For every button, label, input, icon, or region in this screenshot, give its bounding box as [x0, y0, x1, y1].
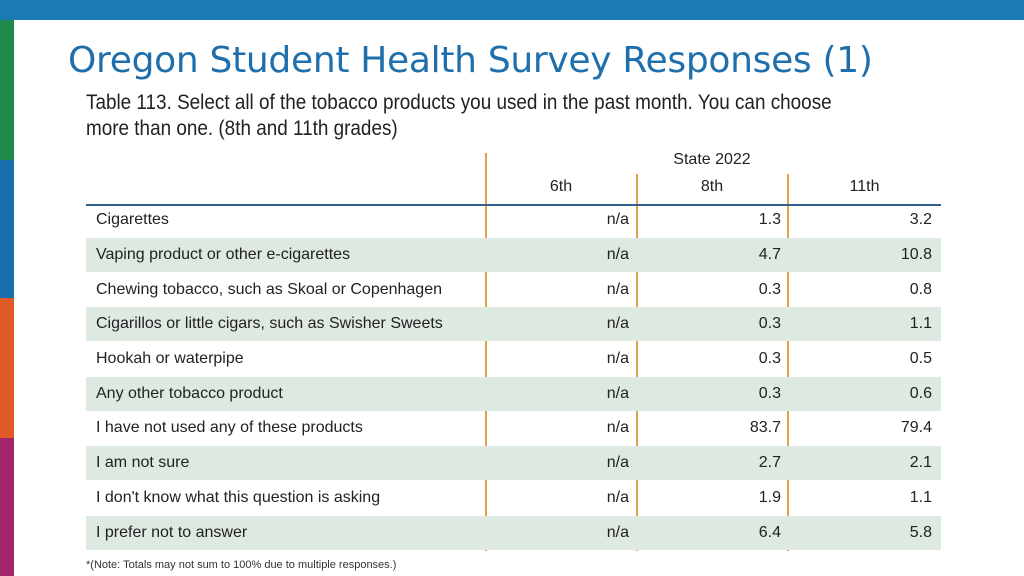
column-rule-1	[485, 153, 487, 551]
row-label: Chewing tobacco, such as Skoal or Copenh…	[96, 281, 442, 298]
table-footnote: *(Note: Totals may not sum to 100% due t…	[86, 559, 397, 571]
cell-8th: 0.3	[758, 281, 781, 298]
cell-6th: n/a	[606, 419, 629, 436]
cell-6th: n/a	[606, 454, 629, 471]
cell-8th: 0.3	[758, 350, 781, 367]
cell-6th: n/a	[606, 385, 629, 402]
cell-8th: 4.7	[758, 246, 781, 263]
cell-8th: 2.7	[758, 454, 781, 471]
top-accent-bar	[0, 0, 1024, 20]
table-row: I don't know what this question is askin…	[86, 481, 941, 515]
cell-11th: 0.6	[909, 385, 932, 402]
cell-8th: 0.3	[758, 315, 781, 332]
column-header-6th: 6th	[549, 178, 573, 195]
cell-6th: n/a	[606, 489, 629, 506]
table-row: I am not sure n/a 2.7 2.1	[86, 446, 941, 480]
cell-6th: n/a	[606, 350, 629, 367]
column-header-11th: 11th	[849, 178, 880, 195]
cell-11th: 79.4	[900, 419, 932, 436]
side-stripe-blue	[0, 160, 14, 298]
cell-6th: n/a	[606, 246, 629, 263]
header-rule	[86, 204, 941, 206]
table-row: Cigarettes n/a 1.3 3.2	[86, 203, 941, 237]
cell-11th: 5.8	[909, 524, 932, 541]
row-label: I am not sure	[96, 454, 190, 471]
cell-8th: 0.3	[758, 385, 781, 402]
cell-6th: n/a	[606, 524, 629, 541]
cell-11th: 10.8	[900, 246, 932, 263]
cell-8th: 1.3	[758, 211, 781, 228]
cell-11th: 3.2	[909, 211, 932, 228]
table-row: Hookah or waterpipe n/a 0.3 0.5	[86, 342, 941, 376]
side-stripe-magenta	[0, 438, 14, 576]
row-label: Hookah or waterpipe	[96, 350, 244, 367]
table-row: I prefer not to answer n/a 6.4 5.8	[86, 516, 941, 550]
cell-8th: 1.9	[758, 489, 781, 506]
cell-11th: 1.1	[909, 315, 932, 332]
cell-11th: 0.5	[909, 350, 932, 367]
table-row: Any other tobacco product n/a 0.3 0.6	[86, 377, 941, 411]
cell-6th: n/a	[606, 211, 629, 228]
row-label: Cigarettes	[96, 211, 169, 228]
cell-11th: 2.1	[909, 454, 932, 471]
row-label: Cigarillos or little cigars, such as Swi…	[96, 315, 443, 332]
group-header-state-2022: State 2022	[673, 151, 751, 168]
row-label: Vaping product or other e-cigarettes	[96, 246, 351, 263]
cell-11th: 0.8	[909, 281, 932, 298]
side-stripe-orange	[0, 298, 14, 438]
row-label: I don't know what this question is askin…	[96, 489, 381, 506]
column-header-8th: 8th	[700, 178, 724, 195]
column-rule-3	[787, 174, 789, 551]
column-rule-2	[636, 174, 638, 551]
slide-title: Oregon Student Health Survey Responses (…	[68, 40, 873, 81]
cell-8th: 83.7	[749, 419, 781, 436]
cell-6th: n/a	[606, 281, 629, 298]
row-label: I have not used any of these products	[96, 419, 363, 436]
table-caption: Table 113. Select all of the tobacco pro…	[86, 91, 832, 140]
cell-11th: 1.1	[909, 489, 932, 506]
row-label: I prefer not to answer	[96, 524, 248, 541]
table-row: Cigarillos or little cigars, such as Swi…	[86, 307, 941, 341]
cell-8th: 6.4	[758, 524, 781, 541]
table-row: I have not used any of these products n/…	[86, 411, 941, 445]
cell-6th: n/a	[606, 315, 629, 332]
table-row: Vaping product or other e-cigarettes n/a…	[86, 238, 941, 272]
table-row: Chewing tobacco, such as Skoal or Copenh…	[86, 273, 941, 307]
side-stripe-green	[0, 20, 14, 160]
row-label: Any other tobacco product	[96, 385, 283, 402]
